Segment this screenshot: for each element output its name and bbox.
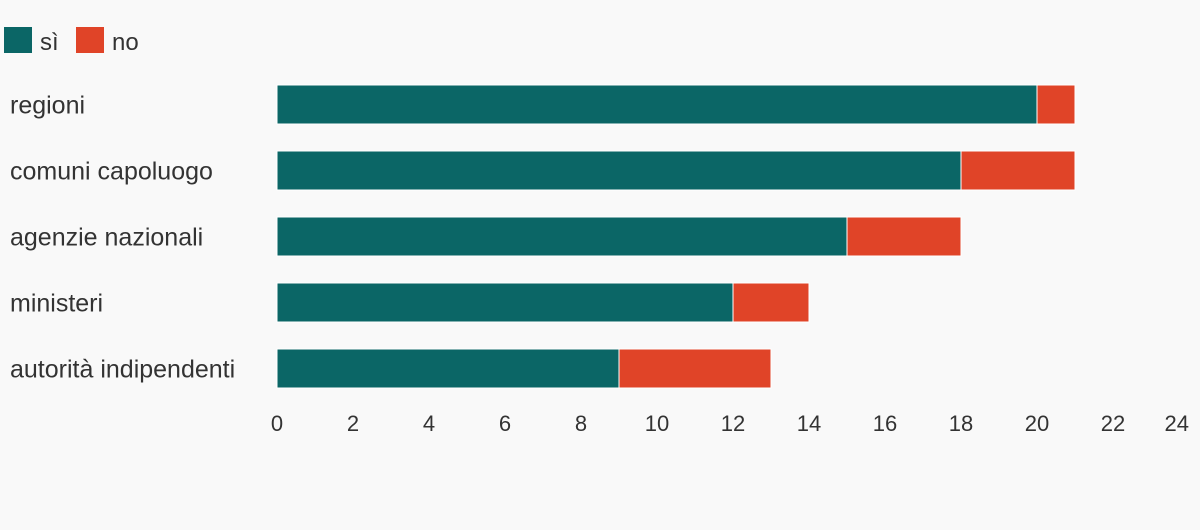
x-tick-label-20: 20 xyxy=(1025,411,1049,436)
category-label-comuni-capoluogo: comuni capoluogo xyxy=(10,158,213,186)
x-tick-label-18: 18 xyxy=(949,411,973,436)
bar-regioni-si xyxy=(276,84,1038,125)
legend-label-no: no xyxy=(112,29,139,56)
bar-autorita-indipendenti-si xyxy=(276,348,620,389)
x-tick-label-4: 4 xyxy=(423,411,435,436)
x-tick-label-2: 2 xyxy=(347,411,359,436)
legend: sì no xyxy=(4,27,139,56)
bar-autorita-indipendenti-no xyxy=(618,348,772,389)
x-tick-label-0: 0 xyxy=(271,411,283,436)
category-label-regioni: regioni xyxy=(10,92,85,120)
legend-swatch-no xyxy=(76,27,104,53)
x-axis: 0 2 4 6 8 10 12 14 16 18 20 22 24 xyxy=(271,411,1189,436)
category-label-autorita-indipendenti: autorità indipendenti xyxy=(10,356,235,384)
category-label-agenzie-nazionali: agenzie nazionali xyxy=(10,224,203,252)
legend-label-si: sì xyxy=(40,29,59,56)
x-tick-label-12: 12 xyxy=(721,411,745,436)
x-tick-label-8: 8 xyxy=(575,411,587,436)
bar-agenzie-nazionali-no xyxy=(846,216,962,257)
bar-ministeri-si xyxy=(276,282,734,323)
x-tick-label-10: 10 xyxy=(645,411,669,436)
category-labels: regioni comuni capoluogo agenzie nazionali… xyxy=(10,92,235,384)
x-tick-label-14: 14 xyxy=(797,411,821,436)
bar-ministeri-no xyxy=(732,282,810,323)
bars xyxy=(276,84,1076,389)
legend-swatch-si xyxy=(4,27,32,53)
x-tick-label-22: 22 xyxy=(1101,411,1125,436)
x-tick-label-6: 6 xyxy=(499,411,511,436)
bar-regioni-no xyxy=(1036,84,1076,125)
bar-comuni-capoluogo-si xyxy=(276,150,962,191)
category-label-ministeri: ministeri xyxy=(10,290,103,318)
bar-comuni-capoluogo-no xyxy=(960,150,1076,191)
x-tick-label-24: 24 xyxy=(1165,411,1189,436)
bar-agenzie-nazionali-si xyxy=(276,216,848,257)
x-tick-label-16: 16 xyxy=(873,411,897,436)
